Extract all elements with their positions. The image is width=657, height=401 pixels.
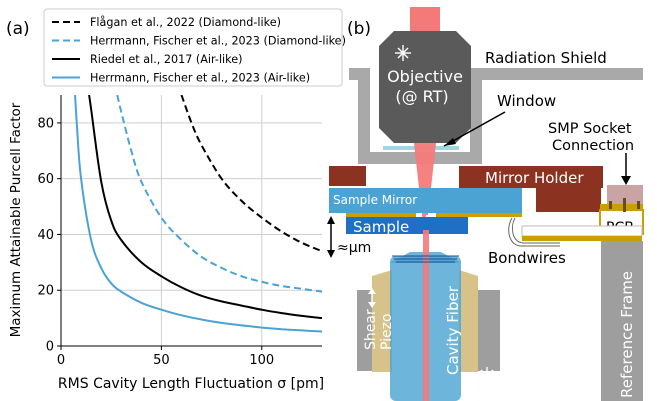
y-axis-label: Maximum Attainable Purcell Factor <box>8 102 24 337</box>
reference-frame <box>601 241 643 401</box>
fiber-tip-lines <box>392 255 459 263</box>
y-tick-label: 20 <box>37 284 54 299</box>
mirror-holder-left <box>329 166 366 186</box>
fiber-holder-left <box>357 290 375 371</box>
fiber-holder-right <box>475 290 500 371</box>
smp-label-line1: SMP Socket <box>548 121 632 137</box>
mirror-holder-label: Mirror Holder <box>485 169 584 187</box>
sample-label: Sample <box>353 218 409 236</box>
objective-label-line2: (@ RT) <box>395 87 448 106</box>
legend: Flågan et al., 2022 (Diamond-like) Herrma… <box>52 16 346 85</box>
cavity-fiber-label: Cavity Fiber <box>444 285 462 375</box>
legend-box <box>43 8 343 87</box>
panel-a: (a) Flågan et al., 2022 (Diamond-like) He… <box>6 8 346 392</box>
window-label: Window <box>497 92 556 110</box>
sample-mirror-gold-right <box>436 213 522 217</box>
shear-piezo <box>372 270 392 372</box>
smp-socket <box>607 185 643 205</box>
panel-b: (b) Radiation Shield Objective (@ RT) Wi… <box>327 7 644 401</box>
y-tick-label: 80 <box>37 116 54 131</box>
smp-center-pin <box>623 198 626 212</box>
reference-frame-label: Reference Frame <box>618 271 636 398</box>
y-tick-label: 60 <box>37 172 54 187</box>
um-label: ≈μm <box>337 240 371 256</box>
objective-body <box>379 31 471 143</box>
fiber-core <box>423 230 429 401</box>
y-tick-label: 40 <box>37 228 54 243</box>
series-line-3 <box>88 95 322 320</box>
x-axis-label: RMS Cavity Length Fluctuation σ [pm] <box>58 376 324 392</box>
smp-label-line2: Connection <box>552 138 634 154</box>
objective-top <box>410 7 440 32</box>
mirror-holder-step <box>536 186 601 212</box>
smp-arrowhead <box>621 176 631 185</box>
sample-mirror-gold-left <box>346 213 416 217</box>
x-tick-label: 50 <box>153 353 170 368</box>
legend-label-4: Herrmann, Fischer et al., 2023 (Air-like… <box>90 72 310 85</box>
move-icon-fiber <box>478 367 496 385</box>
sample-mirror-label: Sample Mirror <box>333 193 417 207</box>
series-group <box>74 95 322 333</box>
series-line-1 <box>180 95 322 253</box>
legend-label-3: Riedel et al., 2017 (Air-like) <box>90 53 243 66</box>
radiation-shield-label: Radiation Shield <box>485 49 607 67</box>
y-tick-label: 0 <box>46 340 54 355</box>
bondwire-2 <box>511 217 560 244</box>
grid <box>60 95 322 347</box>
panel-a-label: (a) <box>6 19 30 39</box>
bondwire <box>508 217 560 247</box>
pcb-strip <box>521 225 643 237</box>
um-arrowhead-top <box>327 216 335 224</box>
sample-mirror-gold-main <box>329 213 522 217</box>
um-arrowhead-bottom <box>327 250 335 258</box>
legend-label-2: Herrmann, Fischer et al., 2023 (Diamond-… <box>90 35 346 48</box>
pcb-strip-gold <box>522 236 642 241</box>
x-tick-label: 0 <box>57 353 65 368</box>
piezo-label: Piezo <box>379 313 395 350</box>
move-icon <box>395 45 411 61</box>
window-arrowhead <box>444 138 456 146</box>
series-line-4 <box>74 95 322 333</box>
laser-beam <box>414 143 436 228</box>
objective-label-line1: Objective <box>387 67 463 86</box>
sample <box>346 217 468 234</box>
x-tick-label: 100 <box>249 353 274 368</box>
pcb-gold <box>600 204 643 210</box>
legend-label-1: Flågan et al., 2022 (Diamond-like) <box>90 16 281 29</box>
ticks: 0 50 100 0 20 40 60 80 <box>37 116 274 368</box>
series-line-2 <box>116 95 322 293</box>
shear-label: Shear <box>363 309 379 350</box>
sample-mirror <box>329 188 522 213</box>
shear-piezo-right <box>459 270 478 372</box>
radiation-shield <box>349 68 643 164</box>
mirror-holder-right <box>459 166 603 188</box>
panel-b-label: (b) <box>347 19 371 39</box>
shear-direction-icon <box>368 288 376 308</box>
bondwires-label: Bondwires <box>488 249 566 267</box>
